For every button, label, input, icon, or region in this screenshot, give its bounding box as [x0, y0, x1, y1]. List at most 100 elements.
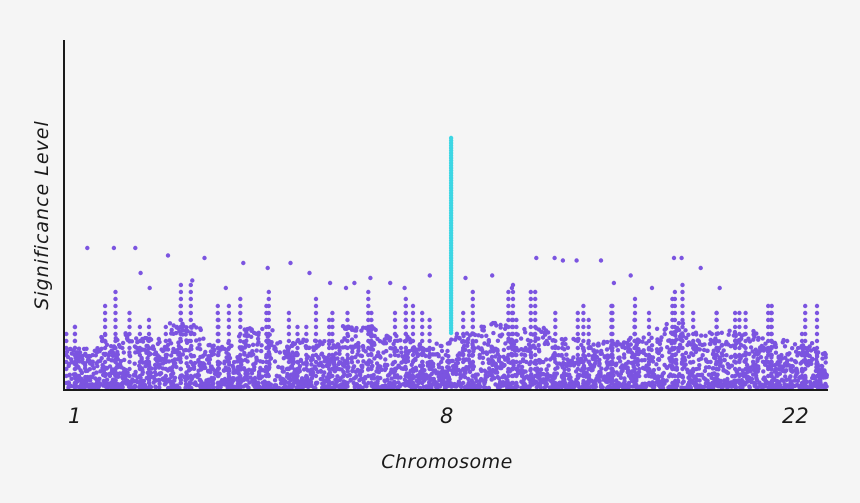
data-point	[286, 352, 292, 358]
data-point	[355, 359, 361, 364]
data-point	[127, 338, 132, 344]
data-point	[392, 373, 398, 379]
data-point	[171, 323, 176, 328]
data-point	[295, 359, 300, 365]
data-point	[699, 333, 704, 338]
data-point	[602, 374, 607, 379]
data-point	[76, 373, 82, 379]
data-point	[410, 366, 416, 372]
data-point	[420, 331, 425, 337]
data-point	[98, 369, 103, 374]
data-point	[146, 338, 152, 344]
data-point	[758, 355, 764, 360]
data-point	[333, 351, 339, 356]
data-point	[629, 376, 634, 381]
data-point	[518, 336, 524, 341]
data-point	[626, 344, 631, 350]
highlight-layer	[448, 135, 454, 336]
data-point	[714, 352, 719, 358]
data-point	[203, 382, 208, 387]
data-point	[215, 303, 220, 309]
data-point	[599, 366, 604, 371]
data-point	[793, 349, 799, 354]
data-point	[366, 366, 371, 372]
data-point	[188, 324, 193, 330]
data-point	[464, 331, 470, 336]
data-point	[623, 384, 628, 389]
data-point	[345, 338, 350, 344]
data-point	[309, 355, 314, 361]
data-point	[146, 317, 152, 323]
data-point	[544, 367, 549, 372]
x-tick-label-22: 22	[782, 404, 809, 428]
data-point	[79, 370, 85, 376]
data-point	[506, 289, 511, 295]
data-point	[277, 350, 283, 355]
data-point	[64, 349, 70, 354]
data-point	[178, 338, 184, 344]
data-point	[650, 355, 656, 360]
data-point	[726, 342, 731, 347]
data-point	[605, 372, 611, 377]
data-point	[369, 324, 374, 330]
data-point	[598, 374, 604, 379]
data-point	[306, 384, 311, 390]
data-point	[737, 366, 742, 372]
data-point	[113, 352, 118, 358]
data-point	[72, 352, 78, 358]
data-point	[157, 364, 162, 369]
data-point	[163, 380, 168, 386]
data-point	[803, 373, 808, 379]
data-point	[705, 348, 710, 353]
data-point	[614, 343, 619, 348]
data-point	[563, 336, 568, 342]
data-point	[609, 317, 614, 323]
data-point	[178, 310, 184, 316]
data-point	[447, 340, 452, 345]
data-point	[226, 317, 232, 323]
data-point	[510, 366, 516, 372]
outlier-point	[574, 258, 579, 263]
data-point	[581, 331, 586, 337]
data-point	[211, 343, 216, 348]
data-point	[775, 360, 780, 366]
data-point	[528, 303, 533, 309]
data-point	[656, 382, 661, 388]
data-point	[272, 359, 278, 364]
data-point	[510, 359, 516, 365]
data-point	[564, 385, 569, 390]
data-point	[298, 357, 304, 363]
data-point	[427, 324, 432, 330]
data-point	[590, 354, 595, 359]
data-point	[823, 381, 828, 387]
data-point	[330, 331, 335, 337]
data-point	[215, 324, 220, 330]
data-point	[769, 380, 774, 386]
data-point	[353, 369, 359, 374]
data-point	[799, 366, 805, 372]
data-point	[156, 336, 161, 342]
data-point	[137, 345, 143, 351]
data-point	[345, 366, 350, 372]
data-point	[732, 359, 738, 365]
data-point	[719, 330, 724, 335]
data-point	[799, 385, 804, 390]
data-point	[167, 321, 173, 326]
data-point	[714, 338, 719, 344]
data-point	[514, 352, 519, 358]
data-point	[215, 310, 220, 316]
data-point	[533, 303, 538, 309]
data-point	[255, 336, 261, 341]
data-point	[553, 324, 558, 330]
data-point	[410, 359, 416, 365]
data-point	[215, 331, 220, 337]
data-point	[345, 359, 350, 365]
data-point	[256, 380, 261, 386]
data-point	[533, 359, 538, 365]
data-point	[495, 351, 500, 357]
data-point	[714, 317, 719, 323]
data-point	[102, 310, 108, 316]
data-point	[403, 310, 408, 316]
data-point	[748, 345, 754, 350]
data-point	[586, 331, 591, 337]
